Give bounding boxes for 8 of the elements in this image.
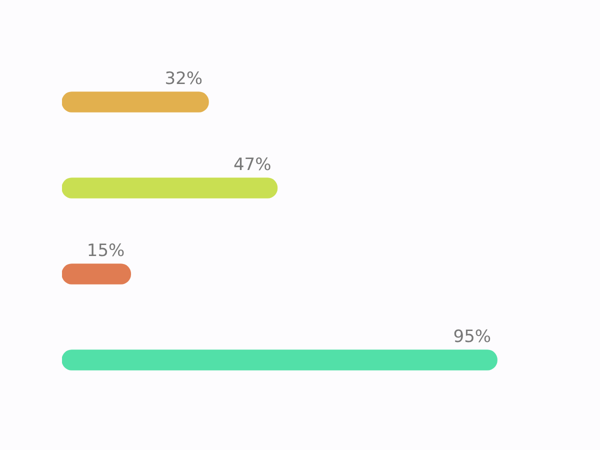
data-label: 15% — [86, 240, 125, 261]
data-label: 32% — [164, 68, 203, 89]
data-label: 95% — [453, 326, 492, 347]
bar — [62, 178, 278, 198]
bar — [62, 92, 209, 112]
bar — [62, 264, 132, 284]
bar — [62, 350, 498, 370]
data-label: 47% — [233, 154, 272, 175]
